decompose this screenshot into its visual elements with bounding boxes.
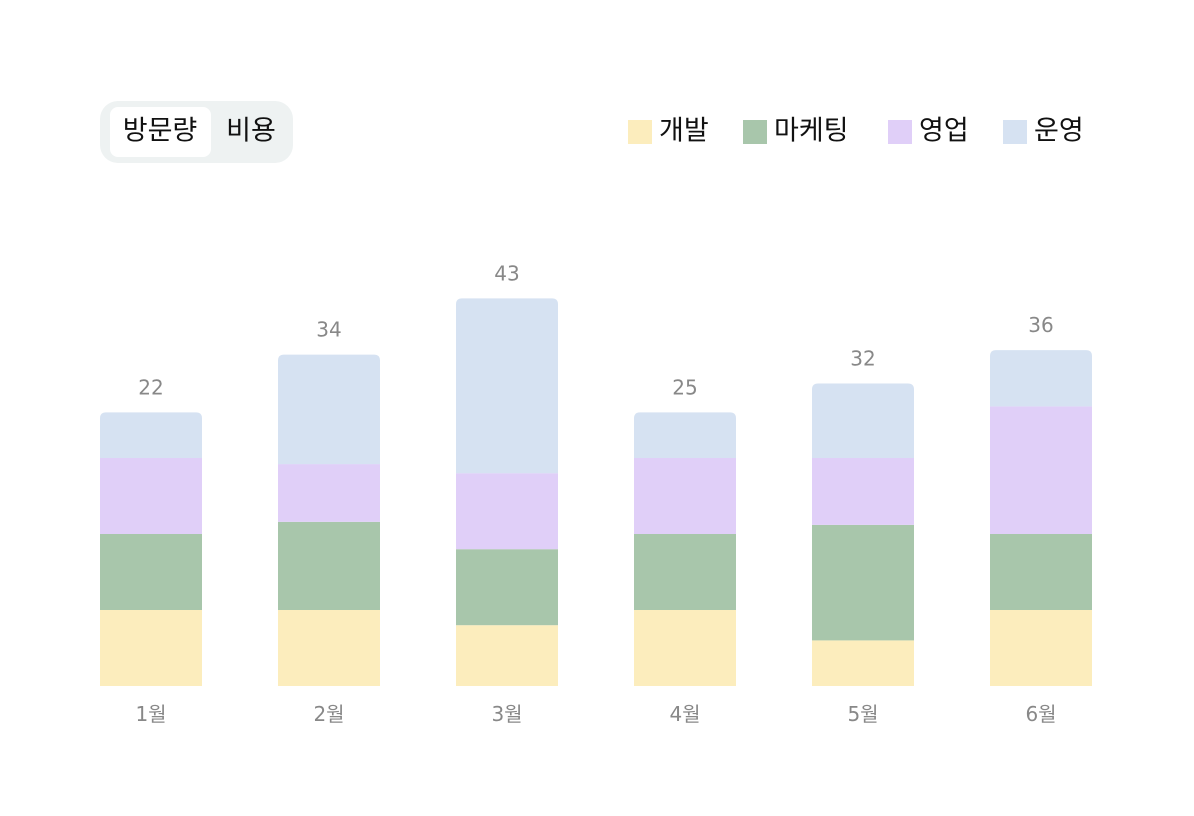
bar-segment — [812, 458, 914, 525]
bar-segment — [456, 298, 558, 474]
bar-segment — [812, 640, 914, 686]
total-label: 34 — [316, 318, 341, 342]
tab[interactable]: 방문량 — [123, 116, 198, 147]
legend-label: 마케팅 — [774, 116, 849, 147]
bar-segment — [456, 549, 558, 626]
x-tick-label: 5월 — [847, 702, 878, 726]
tab-selected[interactable] — [110, 107, 211, 157]
x-tick-label: 1월 — [135, 702, 166, 726]
bar-segment — [812, 383, 914, 458]
bar-segment — [456, 625, 558, 686]
bar-segment — [456, 473, 558, 550]
legend-label: 개발 — [659, 116, 709, 147]
total-label: 43 — [494, 261, 519, 285]
bar-segment — [278, 464, 380, 522]
bar-segment — [634, 534, 736, 610]
total-label: 36 — [1028, 313, 1053, 337]
bar-segment — [634, 458, 736, 534]
bar-segment — [812, 524, 914, 641]
bar-segment — [278, 354, 380, 465]
x-tick-label: 2월 — [313, 702, 344, 726]
bar-segment — [990, 610, 1092, 686]
legend-swatch — [1003, 120, 1027, 144]
bar-segment — [990, 534, 1092, 610]
legend-swatch — [628, 120, 652, 144]
total-label: 25 — [672, 375, 697, 399]
bar-segment — [990, 406, 1092, 534]
bar-segment — [100, 458, 202, 534]
bar-segment — [100, 534, 202, 610]
bar-segment — [278, 610, 380, 686]
tab[interactable]: 비용 — [226, 116, 276, 147]
legend-swatch — [743, 120, 767, 144]
x-tick-label: 6월 — [1025, 702, 1056, 726]
x-tick-label: 4월 — [669, 702, 700, 726]
legend-label: 영업 — [919, 116, 969, 147]
bar-segment — [278, 521, 380, 610]
bar-segment — [634, 412, 736, 458]
total-label: 32 — [850, 347, 875, 371]
bar-segment — [100, 412, 202, 458]
total-label: 22 — [138, 375, 163, 399]
bar-segment — [634, 610, 736, 686]
x-tick-label: 3월 — [491, 702, 522, 726]
bar-segment — [990, 350, 1092, 407]
legend-label: 운영 — [1034, 116, 1084, 147]
bar-segment — [100, 610, 202, 686]
legend-swatch — [888, 120, 912, 144]
